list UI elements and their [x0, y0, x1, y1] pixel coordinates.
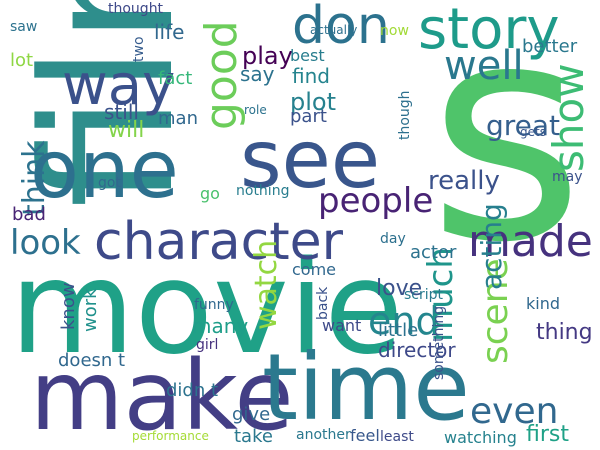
word-better: better	[522, 36, 578, 57]
word-even: even	[470, 391, 559, 432]
word-now: now	[380, 23, 409, 39]
word-acting: acting	[475, 203, 508, 290]
word-man: man	[158, 108, 198, 129]
word-give: give	[232, 404, 271, 425]
word-nothing: nothing	[236, 183, 290, 199]
word-see: see	[240, 113, 381, 206]
word-well: well	[444, 43, 524, 89]
word-funny: funny	[194, 297, 234, 313]
word-go: go	[200, 184, 220, 203]
word-gets: gets	[520, 125, 546, 139]
word-will: will	[108, 118, 145, 143]
word-back: back	[315, 286, 331, 320]
word-fact: fact	[158, 68, 193, 89]
word-still: still	[104, 100, 139, 124]
word-time: time	[262, 334, 470, 441]
word-life: life	[154, 20, 185, 44]
word-little: little	[378, 320, 419, 341]
word-feel: feel	[350, 426, 380, 445]
word-first: first	[526, 422, 569, 447]
word-got: got	[98, 175, 121, 191]
word-watch: watch	[249, 239, 284, 330]
word-lot: lot	[10, 50, 34, 71]
word-say: say	[240, 62, 275, 86]
word-thing: thing	[536, 320, 593, 345]
word-though: though	[397, 90, 413, 140]
word-doesn-t: doesn t	[58, 350, 126, 371]
word-find: find	[292, 64, 330, 88]
word-actor: actor	[410, 242, 457, 263]
word-people: people	[318, 181, 434, 221]
word-many: many	[192, 314, 249, 338]
word-look: look	[10, 223, 81, 263]
word-play: play	[242, 42, 293, 70]
word-something: something	[431, 305, 447, 380]
word-love: love	[376, 276, 423, 301]
word-one: one	[30, 123, 179, 216]
word-want: want	[322, 316, 362, 335]
word-character: character	[94, 212, 344, 272]
word-another: another	[296, 427, 351, 443]
word-way: way	[62, 53, 176, 118]
word-best: best	[290, 46, 325, 65]
word-take: take	[234, 426, 273, 447]
word-role: role	[244, 103, 267, 117]
word-thought: thought	[108, 1, 164, 17]
word-actually: actually	[310, 23, 358, 37]
word-bad: bad	[12, 204, 46, 225]
word-work: work	[80, 288, 101, 332]
word-girl: girl	[196, 337, 219, 353]
word-saw: saw	[10, 19, 38, 35]
word-least: least	[380, 429, 414, 445]
word-movie: movie	[10, 234, 404, 383]
word-really: really	[428, 166, 500, 196]
word-don: don	[292, 0, 390, 56]
word-watching: watching	[444, 428, 517, 447]
word-make: make	[30, 340, 294, 450]
word-story: story	[418, 0, 560, 62]
word-end: end	[368, 299, 440, 343]
word-come: come	[292, 260, 337, 279]
word-may: may	[552, 169, 583, 185]
word-day: day	[380, 231, 406, 247]
word-great: great	[486, 109, 561, 142]
word-know: know	[58, 282, 79, 330]
word-plot: plot	[290, 88, 336, 116]
word-two: two	[131, 36, 147, 62]
word-s: s	[428, 0, 585, 308]
word-performance: performance	[132, 429, 209, 443]
word-made: made	[468, 216, 593, 267]
word-director: director	[378, 338, 456, 362]
word-kind: kind	[526, 294, 561, 313]
word-didn-t: didn t	[166, 380, 219, 401]
word-script: script	[404, 287, 444, 303]
word-part: part	[290, 106, 327, 127]
word-good: good	[196, 20, 247, 130]
